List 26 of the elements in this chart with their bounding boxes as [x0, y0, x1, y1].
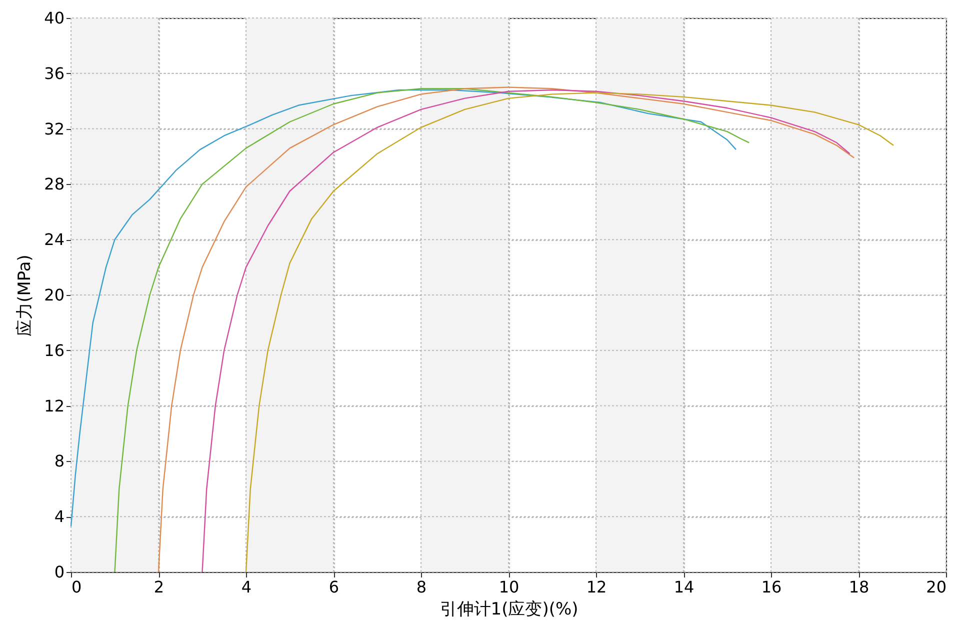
y-tick-label: 36 — [44, 64, 64, 83]
x-tick-label: 0 — [72, 578, 82, 596]
line-series — [70, 89, 737, 527]
y-tick-label: 16 — [44, 340, 64, 360]
y-tick-label: 4 — [54, 507, 64, 526]
x-tick-label: 12 — [586, 578, 607, 596]
x-tick-label: 6 — [328, 578, 340, 596]
x-tick-label: 16 — [761, 578, 782, 596]
y-tick-label: 8 — [54, 452, 64, 471]
y-tick-label: 40 — [44, 8, 64, 28]
x-tick-label: 4 — [241, 578, 252, 596]
y-tick-label: 12 — [44, 396, 64, 416]
y-tick-label: 24 — [44, 230, 64, 250]
x-tick-label: 10 — [498, 578, 520, 596]
x-tick-label: 20 — [926, 578, 946, 596]
x-tick-label: 14 — [674, 578, 694, 596]
y-axis-title: 应力(MPa) — [15, 254, 36, 336]
x-tick-label: 18 — [848, 578, 870, 596]
y-tick-label: 28 — [44, 174, 64, 194]
x-tick-label: 2 — [154, 578, 164, 596]
x-tick-label: 8 — [416, 578, 427, 596]
y-tick-label: 20 — [44, 286, 64, 304]
y-tick-label: 0 — [54, 562, 64, 582]
x-axis-title: 引伸计1(应变)(%) — [440, 600, 578, 620]
line-series — [114, 88, 750, 573]
y-tick-label: 32 — [44, 119, 64, 138]
